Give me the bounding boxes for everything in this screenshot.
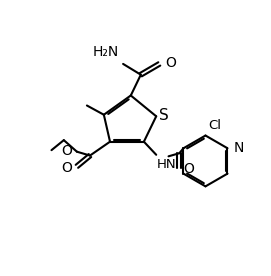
Text: O: O [62,161,72,175]
Text: N: N [234,141,244,155]
Text: O: O [62,144,72,158]
Text: HN: HN [157,158,177,171]
Text: S: S [159,108,169,123]
Text: Cl: Cl [209,119,222,132]
Text: H₂N: H₂N [93,44,119,59]
Text: O: O [166,56,176,70]
Text: O: O [183,162,194,176]
